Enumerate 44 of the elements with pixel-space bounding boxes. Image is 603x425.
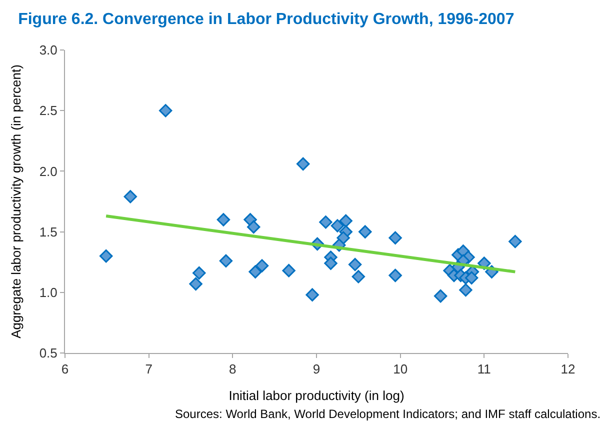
x-tick-label: 11: [477, 362, 491, 377]
point: [330, 219, 344, 232]
y-tick-label: 3.0: [39, 42, 58, 58]
point: [464, 271, 478, 284]
point: [459, 283, 472, 297]
point: [189, 277, 202, 291]
y-tick-label: 0.5: [39, 346, 58, 361]
y-tick-label: 2.0: [39, 164, 58, 179]
point: [99, 249, 113, 263]
x-tick-label: 10: [393, 362, 408, 377]
point: [247, 220, 260, 234]
point: [306, 288, 319, 302]
point: [216, 213, 230, 226]
y-tick-label: 2.5: [39, 103, 58, 118]
point: [339, 214, 352, 228]
x-tick-label: 8: [229, 362, 236, 377]
point: [508, 234, 522, 248]
point: [388, 231, 402, 244]
x-tick-label: 6: [61, 362, 69, 377]
x-tick-label: 9: [312, 362, 320, 377]
point: [348, 258, 362, 272]
point: [219, 254, 233, 268]
y-axis-title: Aggregate labor productivity growth (in percent): [8, 64, 24, 338]
point: [159, 104, 172, 118]
point: [255, 259, 269, 272]
point: [319, 216, 332, 229]
chart-title: Figure 6.2. Convergence in Labor Productivity Growth, 1996-2007: [18, 10, 514, 28]
point: [192, 266, 206, 280]
y-tick-label: 1.5: [39, 224, 58, 240]
source-note: Sources: World Bank, World Development Indicators; and IMF staff calculations.: [175, 407, 601, 421]
x-tick-label: 7: [145, 362, 152, 377]
point: [296, 157, 310, 171]
y-tick-label: 1.0: [39, 284, 58, 300]
x-axis-title: Initial labor productivity (in log): [228, 388, 404, 404]
point: [358, 225, 372, 238]
x-tick-label: 12: [560, 362, 576, 377]
point: [282, 264, 296, 278]
point: [124, 190, 137, 204]
point: [324, 256, 338, 270]
point: [336, 231, 350, 244]
point: [352, 270, 366, 284]
point: [388, 268, 402, 282]
point: [248, 265, 262, 278]
point: [434, 289, 448, 303]
